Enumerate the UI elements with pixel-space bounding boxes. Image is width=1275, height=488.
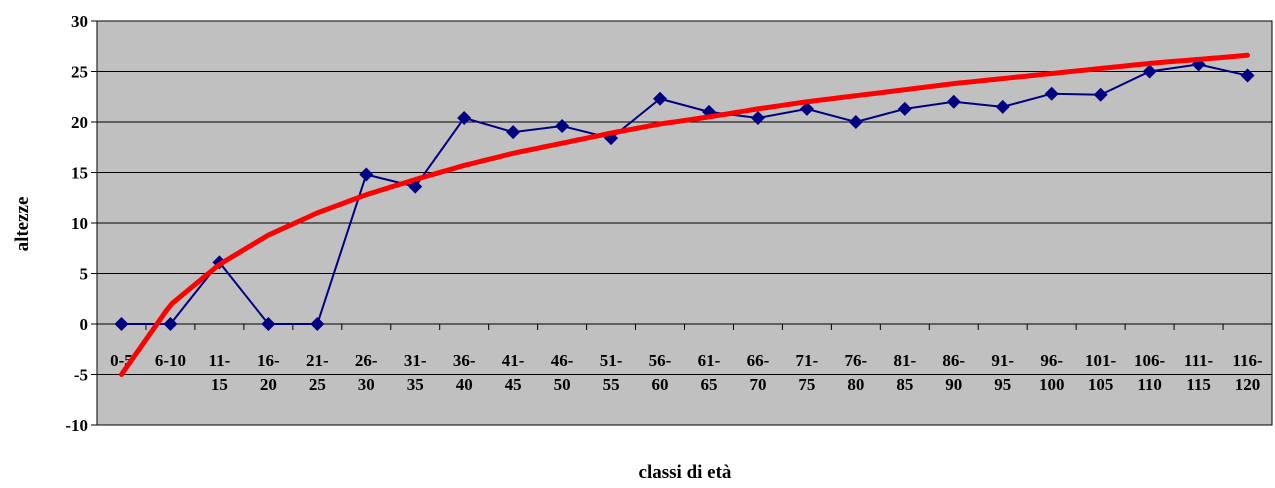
- x-tick-label: 95: [994, 375, 1011, 394]
- x-tick-label: 36-: [453, 351, 476, 370]
- data-point: [653, 91, 668, 106]
- x-tick-label: 71-: [796, 351, 819, 370]
- data-point: [750, 110, 765, 125]
- x-tick-label: 20: [260, 375, 277, 394]
- x-tick-label: 70: [749, 375, 766, 394]
- data-point: [799, 101, 814, 116]
- x-tick-label: 96-: [1040, 351, 1063, 370]
- x-tick-label: 91-: [991, 351, 1014, 370]
- gridlines: [96, 20, 1273, 426]
- y-tick-label: 5: [80, 265, 89, 284]
- x-tick-label: 31-: [404, 351, 427, 370]
- x-tick-label: 115: [1186, 375, 1211, 394]
- x-tick-label: 90: [945, 375, 962, 394]
- data-point: [1240, 68, 1255, 83]
- x-tick-label: 111-: [1184, 351, 1214, 370]
- data-point: [310, 317, 325, 331]
- x-tick-label: 35: [407, 375, 424, 394]
- x-tick-label: 75: [798, 375, 815, 394]
- x-tick-label: 55: [603, 375, 620, 394]
- data-point: [1044, 86, 1059, 101]
- y-tick-label: 15: [71, 164, 88, 183]
- y-axis-ticks: -10 -5 0 5 10 15 20 25 30: [65, 12, 97, 435]
- data-point: [995, 99, 1010, 114]
- data-point: [163, 317, 178, 331]
- x-tick-label: 105: [1088, 375, 1114, 394]
- trendline: [119, 52, 1250, 377]
- x-tick-label: 46-: [551, 351, 574, 370]
- x-tick-label: 66-: [747, 351, 770, 370]
- data-point: [555, 119, 570, 134]
- y-tick-label: -10: [65, 416, 88, 435]
- x-tick-label: 45: [505, 375, 522, 394]
- series-line: [121, 63, 1248, 325]
- x-tick-label: 65: [700, 375, 717, 394]
- data-point: [457, 110, 472, 125]
- trendline-group: [119, 52, 1250, 377]
- x-tick-label: 110: [1137, 375, 1162, 394]
- data-point: [506, 125, 521, 140]
- y-tick-label: 10: [71, 214, 88, 233]
- x-tick-label: 26-: [355, 351, 378, 370]
- x-tick-label: 40: [456, 375, 473, 394]
- data-point: [359, 167, 374, 182]
- x-tick-label: 60: [652, 375, 669, 394]
- x-tick-label: 11-: [209, 351, 231, 370]
- y-tick-label: 30: [71, 12, 88, 31]
- y-tick-label: -5: [74, 366, 88, 385]
- x-tick-label: 41-: [502, 351, 525, 370]
- x-tick-label: 86-: [942, 351, 965, 370]
- x-tick-label: 81-: [893, 351, 916, 370]
- data-point: [946, 94, 961, 109]
- y-axis-title: altezze: [12, 197, 33, 252]
- x-tick-label: 80: [847, 375, 864, 394]
- data-point: [897, 101, 912, 116]
- x-tick-label: 50: [554, 375, 571, 394]
- x-tick-label: 61-: [698, 351, 721, 370]
- x-tick-label: 76-: [845, 351, 868, 370]
- x-tick-label: 25: [309, 375, 326, 394]
- data-point: [1142, 64, 1157, 79]
- x-tick-label: 106-: [1134, 351, 1166, 370]
- x-tick-label: 15: [211, 375, 228, 394]
- x-tick-label: 100: [1039, 375, 1065, 394]
- x-tick-label: 51-: [600, 351, 623, 370]
- x-tick-label: 30: [358, 375, 375, 394]
- data-point: [848, 115, 863, 129]
- x-tick-label: 6-10: [155, 351, 186, 370]
- x-tick-label: 56-: [649, 351, 672, 370]
- y-tick-label: 20: [71, 113, 88, 132]
- x-tick-label: 116-: [1232, 351, 1263, 370]
- x-tick-label: 85: [896, 375, 913, 394]
- x-tick-label: 101-: [1085, 351, 1117, 370]
- data-point: [261, 317, 276, 331]
- data-point: [1093, 87, 1108, 102]
- x-tick-label: 16-: [257, 351, 280, 370]
- y-tick-label: 25: [71, 63, 88, 82]
- y-tick-label: 0: [80, 315, 89, 334]
- data-point: [114, 317, 129, 331]
- x-axis-labels: 0-5 6-10 11-1516-2021-2526-3031-3536-4041-…: [110, 351, 1263, 394]
- x-tick-label: 120: [1235, 375, 1261, 394]
- x-axis-title: classi di età: [639, 462, 732, 483]
- x-tick-label: 21-: [306, 351, 329, 370]
